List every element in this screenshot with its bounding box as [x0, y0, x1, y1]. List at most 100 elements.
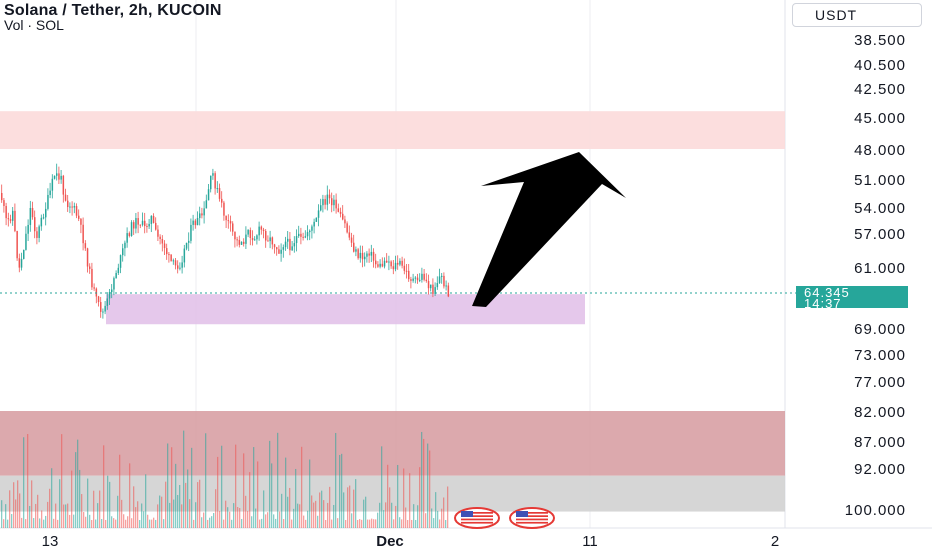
candle-body: [247, 230, 249, 235]
candle-body: [91, 268, 93, 288]
candle-body: [179, 267, 181, 269]
volume-bar: [51, 468, 53, 528]
volume-bar: [49, 488, 51, 528]
volume-bar: [237, 507, 239, 528]
y-tick-label: 40.500: [854, 57, 906, 74]
candle-body: [47, 194, 49, 209]
candle-body: [337, 208, 340, 212]
volume-bar: [37, 494, 39, 528]
candle-body: [31, 207, 34, 218]
volume-bar: [247, 510, 249, 528]
candle-body: [40, 217, 43, 227]
candle-body: [192, 220, 194, 225]
volume-bar: [121, 499, 123, 528]
volume-bar: [443, 497, 445, 528]
last-price-tag: 64.345 14:37: [796, 286, 908, 311]
candle-body: [124, 242, 126, 249]
candle-body: [42, 217, 45, 219]
y-tick-label: 57.000: [854, 226, 906, 243]
volume-bar: [213, 513, 215, 528]
y-tick-label: 42.500: [854, 81, 906, 98]
candle-body: [144, 220, 146, 227]
volume-bar: [367, 519, 369, 528]
volume-bar: [209, 517, 211, 528]
volume-bar: [331, 519, 333, 528]
candle-body: [49, 190, 51, 195]
volume-bar: [411, 519, 413, 528]
candle-body: [278, 249, 280, 254]
volume-bar: [261, 518, 263, 528]
candle-body: [214, 173, 216, 189]
candle-body: [432, 284, 434, 294]
volume-bar: [373, 519, 375, 528]
volume-bar: [23, 437, 25, 528]
candle-body: [137, 218, 139, 225]
volume-bar: [201, 517, 203, 528]
volume-bar: [67, 503, 69, 528]
volume-bar: [301, 446, 303, 528]
volume-bar: [85, 516, 87, 528]
volume-bar: [291, 519, 293, 528]
candle-body: [245, 234, 247, 244]
volume-bar: [435, 492, 437, 528]
volume-bar: [425, 513, 427, 528]
volume-bar: [441, 508, 443, 528]
volume-bar: [5, 504, 7, 528]
candle-body: [256, 235, 258, 240]
volume-bar: [369, 519, 371, 528]
volume-bar: [399, 517, 401, 528]
candle-body: [170, 254, 172, 261]
y-tick-label: 92.000: [854, 461, 906, 478]
volume-bar: [157, 504, 159, 528]
candle-body: [447, 285, 450, 297]
volume-bar: [365, 496, 367, 528]
volume-bar: [143, 511, 145, 528]
candle-body: [355, 249, 357, 252]
bar-countdown: 14:37: [804, 296, 842, 311]
candle-body: [271, 237, 274, 245]
volume-bar: [225, 500, 227, 528]
y-tick-label: 54.000: [854, 200, 906, 217]
us-flag-event-icon[interactable]: [509, 507, 555, 529]
candle-body: [412, 278, 414, 281]
candle-body: [386, 260, 388, 263]
volume-bar: [35, 503, 37, 528]
volume-bar: [69, 514, 71, 528]
candle-body: [159, 236, 161, 239]
volume-bar: [309, 459, 311, 528]
candle-body: [36, 231, 38, 238]
volume-bar: [55, 503, 57, 528]
volume-legend: Vol · SOL: [4, 17, 64, 33]
candle-body: [75, 206, 78, 216]
volume-bar: [153, 517, 155, 528]
candle-body: [302, 236, 304, 238]
volume-bar: [139, 519, 141, 528]
zone-volume-red: [0, 411, 785, 476]
currency-button-label: USDT: [815, 7, 858, 23]
candle-body: [56, 173, 58, 176]
candle-body: [379, 263, 381, 267]
y-tick-label: 51.000: [854, 172, 906, 189]
candle-body: [434, 287, 436, 294]
candle-body: [350, 237, 353, 243]
volume-bar: [197, 482, 199, 528]
candle-body: [236, 239, 238, 241]
volume-bar: [115, 519, 117, 528]
x-tick-label: 11: [582, 533, 598, 550]
volume-bar: [73, 514, 75, 528]
volume-bar: [87, 478, 89, 528]
candle-body: [89, 266, 91, 269]
volume-bar: [439, 519, 441, 528]
zone-resistance: [0, 111, 785, 149]
currency-button[interactable]: USDT: [792, 3, 922, 27]
volume-bar: [419, 467, 421, 528]
volume-bar: [251, 516, 253, 528]
us-flag-event-icon[interactable]: [454, 507, 500, 529]
volume-bar: [305, 519, 307, 528]
candle-body: [227, 220, 230, 222]
volume-bar: [97, 503, 99, 528]
volume-bar: [363, 499, 365, 528]
volume-bar: [429, 450, 431, 528]
candle-body: [320, 205, 322, 211]
